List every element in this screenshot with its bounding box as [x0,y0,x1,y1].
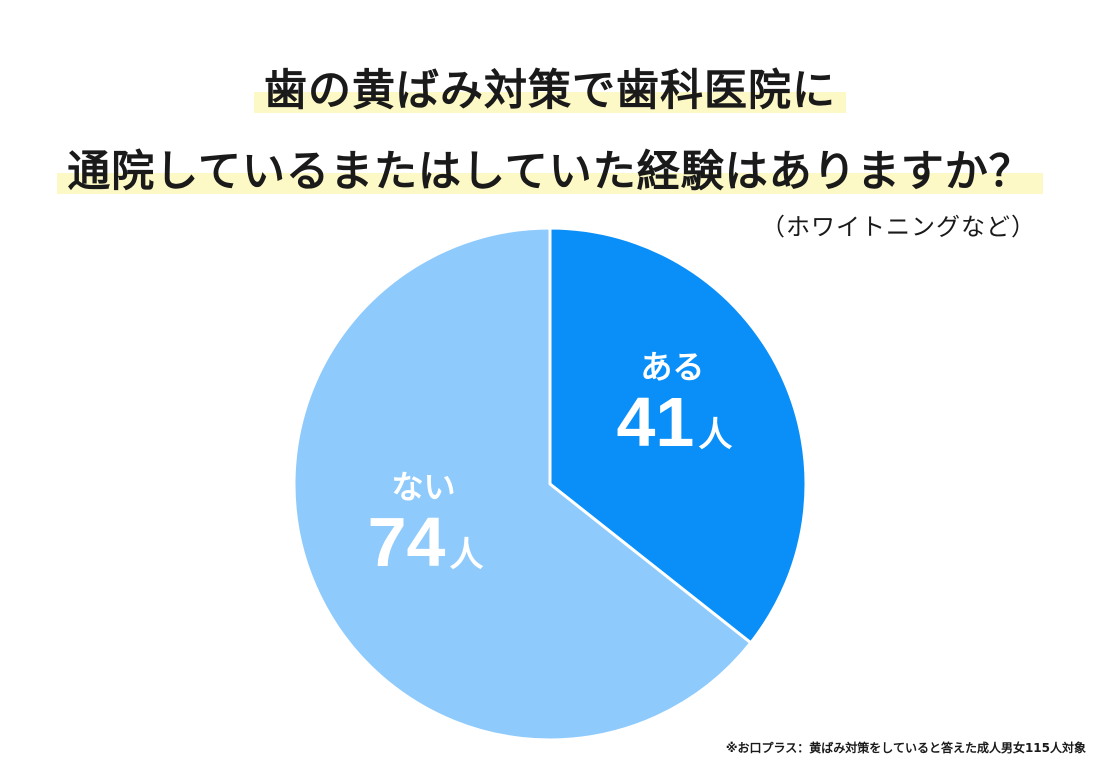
chart-subtitle: （ホワイトニングなど） [761,213,1036,241]
chart-title-line-1: 歯の黄ばみ対策で歯科医院に [0,66,1100,113]
chart-title-line-2-text: 通院しているまたはしていた経験はありますか？ [57,147,1043,194]
slice-value-unit-0: 人 [698,415,732,455]
chart-title-line-2: 通院しているまたはしていた経験はありますか？ [0,147,1100,194]
chart-title-line-1-text: 歯の黄ばみ対策で歯科医院に [254,66,846,113]
pie-slice-0 [548,226,808,645]
slice-label-0: ある [640,348,704,386]
source-footnote: ※お口プラス：黄ばみ対策をしていると答えた成人男女115人対象 [725,741,1086,755]
slice-value-0: 41 人 [616,383,732,461]
slice-value-number-1: 74 [368,503,446,581]
slice-value-unit-1: 人 [450,535,484,575]
slice-value-1: 74 人 [368,503,484,581]
slice-value-number-0: 41 [616,383,694,461]
slice-label-1: ない [392,468,456,506]
pie-slice-1 [292,226,753,742]
